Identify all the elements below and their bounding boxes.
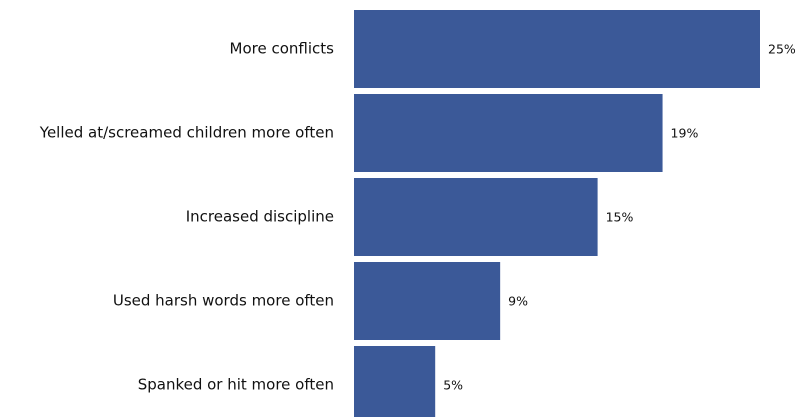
value-label-2: 15% (606, 210, 634, 225)
value-label-3: 9% (508, 294, 528, 309)
bar-2 (354, 178, 598, 256)
category-label-4: Spanked or hit more often (138, 376, 334, 394)
bar-4 (354, 346, 436, 417)
value-label-0: 25% (768, 42, 796, 57)
category-label-1: Yelled at/screamed children more often (39, 124, 334, 142)
value-label-1: 19% (671, 126, 699, 141)
bar-3 (354, 262, 501, 340)
category-label-0: More conflicts (230, 40, 335, 58)
category-labels-group: More conflicts Yelled at/screamed childre… (39, 40, 334, 394)
value-label-4: 5% (443, 378, 463, 393)
value-labels-group: 25% 19% 15% 9% 5% (443, 42, 796, 393)
category-label-3: Used harsh words more often (113, 292, 334, 310)
bar-0 (354, 10, 760, 88)
bar-1 (354, 94, 663, 172)
bars-group (354, 10, 760, 417)
category-label-2: Increased discipline (186, 208, 334, 226)
